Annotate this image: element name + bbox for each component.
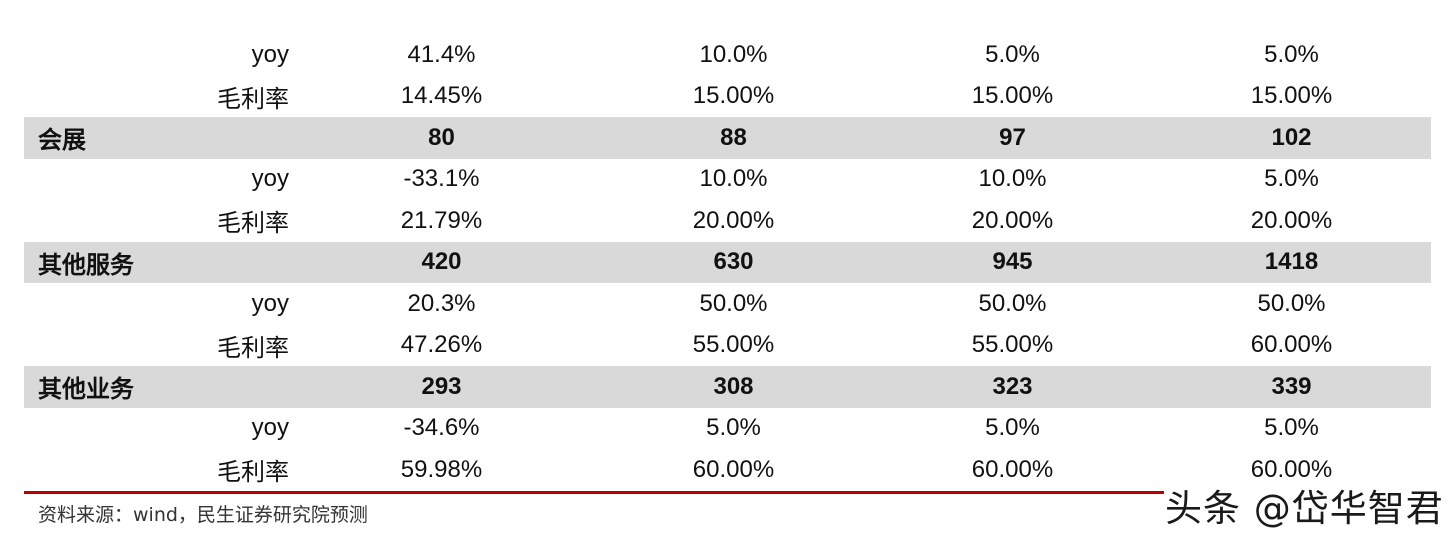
row-label-text: 毛利率	[217, 334, 289, 362]
row-label-text: yoy	[251, 40, 289, 68]
row-label: yoy	[24, 159, 289, 201]
value-cell: 10.0%	[978, 165, 1047, 193]
value-cell: 339	[1152, 366, 1431, 408]
value-cell: 5.0%	[706, 414, 761, 442]
row-label: 毛利率	[24, 325, 289, 367]
metric-row: yoy -34.6% 5.0% 5.0% 5.0%	[24, 408, 1431, 450]
value-cell: 630	[594, 241, 873, 283]
value-cell: 5.0%	[985, 414, 1040, 442]
row-label: 会展	[24, 117, 289, 159]
value-cell: 20.00%	[1250, 206, 1333, 234]
value-cell: 5.0%	[1264, 414, 1319, 442]
source-note: 资料来源：wind，民生证券研究院预测	[38, 504, 368, 526]
section-row: 会展 80 88 97 102	[24, 117, 1431, 159]
metric-row: yoy 20.3% 50.0% 50.0% 50.0%	[24, 283, 1431, 325]
value-cell: 15.00%	[1250, 82, 1333, 110]
row-label: yoy	[24, 408, 289, 450]
row-label: 其他服务	[24, 241, 289, 283]
value-cell: 20.3%	[407, 289, 476, 317]
value-cell: 5.0%	[985, 40, 1040, 68]
value-cell: 10.0%	[699, 165, 768, 193]
value-cell: 88	[594, 117, 873, 159]
value-cell: 323	[873, 366, 1152, 408]
value-cell: 47.26%	[400, 331, 483, 359]
value-cell: 60.00%	[692, 455, 775, 483]
row-label-text: yoy	[251, 289, 289, 317]
metric-row: 毛利率 47.26% 55.00% 55.00% 60.00%	[24, 325, 1431, 367]
row-label-text: yoy	[251, 414, 289, 442]
row-label: yoy	[24, 34, 289, 76]
value-cell: 50.0%	[1257, 289, 1326, 317]
row-label: 其他业务	[24, 366, 289, 408]
row-label: yoy	[24, 283, 289, 325]
table-body: yoy 41.4% 10.0% 5.0% 5.0% 毛利率 14.45% 15.00% 15.0…	[24, 34, 1431, 491]
value-cell: 50.0%	[699, 289, 768, 317]
value-cell: 1418	[1152, 241, 1431, 283]
watermark: 头条 @岱华智君	[1165, 487, 1444, 530]
value-cell: 60.00%	[1250, 331, 1333, 359]
section-row: 其他业务 293 308 323 339	[24, 366, 1431, 408]
section-row: 其他服务 420 630 945 1418	[24, 241, 1431, 283]
row-label-text: 毛利率	[217, 210, 289, 238]
row-label-text: 毛利率	[217, 459, 289, 487]
value-cell: -33.1%	[403, 165, 480, 193]
value-cell: 102	[1152, 117, 1431, 159]
value-cell: 97	[873, 117, 1152, 159]
metric-row: 毛利率 59.98% 60.00% 60.00% 60.00%	[24, 449, 1431, 491]
value-cell: 308	[594, 366, 873, 408]
value-cell: 14.45%	[400, 82, 483, 110]
value-cell: 60.00%	[971, 455, 1054, 483]
value-cell: 50.0%	[978, 289, 1047, 317]
value-cell: 945	[873, 241, 1152, 283]
value-cell: 5.0%	[1264, 165, 1319, 193]
value-cell: 420	[289, 241, 594, 283]
row-label-text: yoy	[251, 165, 289, 193]
row-label: 毛利率	[24, 76, 289, 118]
value-cell: 60.00%	[1250, 455, 1333, 483]
value-cell: 10.0%	[699, 40, 768, 68]
value-cell: 59.98%	[400, 455, 483, 483]
value-cell: 55.00%	[692, 331, 775, 359]
value-cell: 80	[289, 117, 594, 159]
row-label: 毛利率	[24, 200, 289, 242]
value-cell: 20.00%	[692, 206, 775, 234]
value-cell: 5.0%	[1264, 40, 1319, 68]
value-cell: 15.00%	[692, 82, 775, 110]
row-label-text: 毛利率	[217, 85, 289, 113]
value-cell: 55.00%	[971, 331, 1054, 359]
financial-table: yoy 41.4% 10.0% 5.0% 5.0% 毛利率 14.45% 15.00% 15.0…	[24, 34, 1431, 491]
value-cell: 41.4%	[407, 40, 476, 68]
value-cell: 293	[289, 366, 594, 408]
metric-row: 毛利率 21.79% 20.00% 20.00% 20.00%	[24, 200, 1431, 242]
metric-row: yoy 41.4% 10.0% 5.0% 5.0%	[24, 34, 1431, 76]
footer-rule	[24, 491, 1164, 494]
row-label: 毛利率	[24, 449, 289, 491]
metric-row: yoy -33.1% 10.0% 10.0% 5.0%	[24, 159, 1431, 201]
metric-row: 毛利率 14.45% 15.00% 15.00% 15.00%	[24, 76, 1431, 118]
value-cell: 20.00%	[971, 206, 1054, 234]
value-cell: 21.79%	[400, 206, 483, 234]
value-cell: -34.6%	[403, 414, 480, 442]
value-cell: 15.00%	[971, 82, 1054, 110]
